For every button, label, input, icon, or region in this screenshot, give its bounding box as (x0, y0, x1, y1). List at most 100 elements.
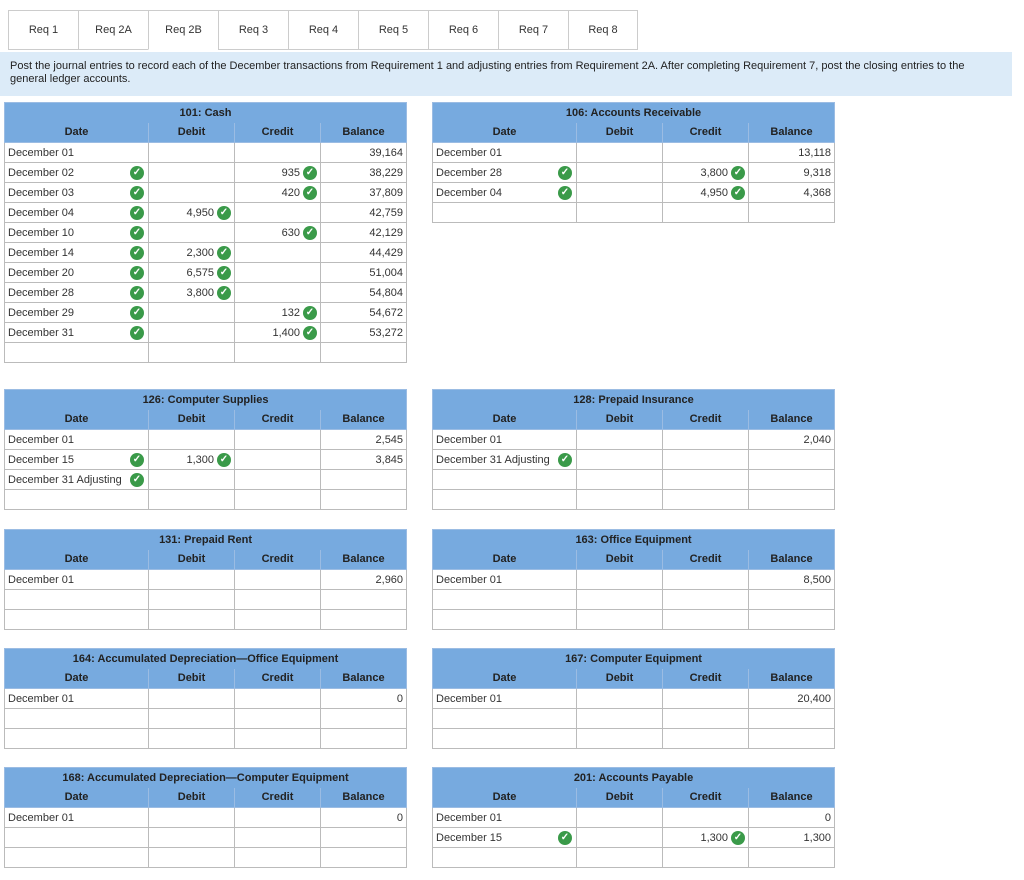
credit-cell[interactable] (662, 469, 749, 490)
credit-cell[interactable] (234, 569, 321, 590)
date-cell[interactable]: December 01 (4, 142, 149, 163)
date-cell[interactable]: December 01 (432, 807, 577, 828)
date-cell[interactable]: December 01 (4, 807, 149, 828)
credit-cell[interactable] (234, 609, 321, 630)
credit-cell[interactable] (662, 728, 749, 749)
date-cell[interactable]: December 01 (432, 142, 577, 163)
date-cell[interactable] (432, 489, 577, 510)
credit-cell[interactable] (662, 589, 749, 610)
credit-cell[interactable]: 4,950 ✓ (662, 182, 749, 203)
credit-cell[interactable] (662, 807, 749, 828)
debit-cell[interactable] (148, 807, 235, 828)
debit-cell[interactable] (148, 847, 235, 868)
date-cell[interactable] (4, 489, 149, 510)
debit-cell[interactable] (576, 469, 663, 490)
credit-cell[interactable] (234, 807, 321, 828)
date-cell[interactable] (4, 708, 149, 729)
credit-cell[interactable] (234, 262, 321, 283)
credit-cell[interactable] (234, 429, 321, 450)
debit-cell[interactable] (148, 489, 235, 510)
debit-cell[interactable] (576, 589, 663, 610)
debit-cell[interactable] (148, 429, 235, 450)
debit-cell[interactable] (576, 162, 663, 183)
debit-cell[interactable] (576, 449, 663, 470)
credit-cell[interactable] (234, 589, 321, 610)
debit-cell[interactable]: 1,300 ✓ (148, 449, 235, 470)
debit-cell[interactable] (576, 827, 663, 848)
credit-cell[interactable] (234, 282, 321, 303)
date-cell[interactable]: December 01 (432, 688, 577, 709)
debit-cell[interactable] (576, 489, 663, 510)
credit-cell[interactable]: 420 ✓ (234, 182, 321, 203)
tab-req-5[interactable]: Req 5 (358, 10, 428, 50)
debit-cell[interactable] (576, 182, 663, 203)
date-cell[interactable]: December 02 ✓ (4, 162, 149, 183)
credit-cell[interactable]: 1,300 ✓ (662, 827, 749, 848)
date-cell[interactable]: December 01 (432, 569, 577, 590)
date-cell[interactable]: December 14 ✓ (4, 242, 149, 263)
debit-cell[interactable] (576, 807, 663, 828)
debit-cell[interactable] (148, 222, 235, 243)
credit-cell[interactable] (662, 609, 749, 630)
credit-cell[interactable] (662, 489, 749, 510)
credit-cell[interactable] (234, 449, 321, 470)
date-cell[interactable] (4, 827, 149, 848)
date-cell[interactable]: December 31 ✓ (4, 322, 149, 343)
debit-cell[interactable] (576, 609, 663, 630)
credit-cell[interactable] (662, 708, 749, 729)
date-cell[interactable]: December 31 Adjusting ✓ (4, 469, 149, 490)
credit-cell[interactable]: 3,800 ✓ (662, 162, 749, 183)
tab-req-6[interactable]: Req 6 (428, 10, 498, 50)
debit-cell[interactable] (148, 182, 235, 203)
debit-cell[interactable] (148, 162, 235, 183)
debit-cell[interactable] (148, 827, 235, 848)
date-cell[interactable]: December 29 ✓ (4, 302, 149, 323)
date-cell[interactable] (4, 609, 149, 630)
tab-req-8[interactable]: Req 8 (568, 10, 638, 50)
date-cell[interactable] (432, 609, 577, 630)
debit-cell[interactable]: 4,950 ✓ (148, 202, 235, 223)
date-cell[interactable]: December 03 ✓ (4, 182, 149, 203)
date-cell[interactable] (432, 589, 577, 610)
date-cell[interactable]: December 15 ✓ (4, 449, 149, 470)
date-cell[interactable]: December 31 Adjusting ✓ (432, 449, 577, 470)
debit-cell[interactable] (148, 302, 235, 323)
debit-cell[interactable] (148, 589, 235, 610)
credit-cell[interactable] (234, 688, 321, 709)
debit-cell[interactable]: 3,800 ✓ (148, 282, 235, 303)
credit-cell[interactable] (234, 202, 321, 223)
debit-cell[interactable] (576, 569, 663, 590)
credit-cell[interactable] (234, 342, 321, 363)
date-cell[interactable]: December 28 ✓ (4, 282, 149, 303)
date-cell[interactable] (4, 342, 149, 363)
credit-cell[interactable] (234, 827, 321, 848)
credit-cell[interactable]: 132 ✓ (234, 302, 321, 323)
date-cell[interactable] (432, 469, 577, 490)
debit-cell[interactable] (148, 708, 235, 729)
credit-cell[interactable] (234, 847, 321, 868)
credit-cell[interactable] (234, 708, 321, 729)
date-cell[interactable]: December 20 ✓ (4, 262, 149, 283)
debit-cell[interactable] (576, 429, 663, 450)
debit-cell[interactable] (576, 728, 663, 749)
credit-cell[interactable] (234, 469, 321, 490)
credit-cell[interactable] (234, 489, 321, 510)
tab-req-4[interactable]: Req 4 (288, 10, 358, 50)
date-cell[interactable]: December 28 ✓ (432, 162, 577, 183)
tab-req-2b[interactable]: Req 2B (148, 10, 218, 50)
credit-cell[interactable] (234, 242, 321, 263)
debit-cell[interactable] (576, 847, 663, 868)
credit-cell[interactable] (662, 202, 749, 223)
credit-cell[interactable] (662, 688, 749, 709)
date-cell[interactable] (4, 589, 149, 610)
date-cell[interactable]: December 01 (4, 429, 149, 450)
debit-cell[interactable] (148, 469, 235, 490)
debit-cell[interactable] (576, 708, 663, 729)
date-cell[interactable] (432, 847, 577, 868)
credit-cell[interactable] (662, 142, 749, 163)
date-cell[interactable] (4, 728, 149, 749)
date-cell[interactable]: December 01 (4, 688, 149, 709)
tab-req-7[interactable]: Req 7 (498, 10, 568, 50)
debit-cell[interactable] (148, 142, 235, 163)
debit-cell[interactable]: 2,300 ✓ (148, 242, 235, 263)
